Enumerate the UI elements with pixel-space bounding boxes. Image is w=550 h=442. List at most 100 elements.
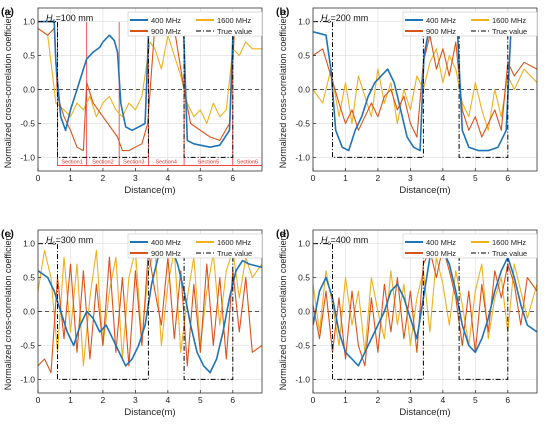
true-value-line <box>38 243 262 380</box>
y-tick-label: 0.5 <box>298 51 310 61</box>
annotation-subscript: c <box>53 241 56 247</box>
y-tick-label: 1.0 <box>23 17 35 27</box>
legend-box <box>402 11 538 37</box>
panel-b: 0 1 2 3 4 5 6 -1.0 -0.5 0.0 0.5 1.0 Distance(m) Norma… <box>276 6 538 196</box>
x-tick-label: 2 <box>101 395 106 405</box>
x-tick-label: 6 <box>505 173 510 183</box>
x-tick-label: 0 <box>311 173 316 183</box>
y-tick-label: 1.0 <box>298 239 310 249</box>
x-tick-label: 4 <box>440 173 445 183</box>
legend-label: True value <box>217 249 252 258</box>
legend-label: 400 MHz <box>151 238 181 247</box>
x-tick-label: 3 <box>408 395 413 405</box>
x-tick-label: 1 <box>68 173 73 183</box>
y-tick-label: 0.0 <box>23 307 35 317</box>
x-tick-label: 1 <box>343 173 348 183</box>
height-annotation: Hc=100 mm <box>46 13 93 25</box>
annotation-value: =300 mm <box>56 235 94 245</box>
legend-label: True value <box>492 27 527 36</box>
panel-letter: (a) <box>1 6 14 18</box>
x-tick-label: 4 <box>440 395 445 405</box>
x-tick-label: 5 <box>198 173 203 183</box>
section-label: Section4 <box>156 160 177 166</box>
x-tick-label: 1 <box>68 395 73 405</box>
y-tick-label: -0.5 <box>295 340 310 350</box>
x-axis-title: Distance(m) <box>399 407 450 418</box>
y-tick-label: -0.5 <box>20 118 35 128</box>
series-line-400-mhz <box>313 24 537 152</box>
x-tick-label: 2 <box>101 173 106 183</box>
x-axis-title: Distance(m) <box>124 407 175 418</box>
y-tick-label: -1.0 <box>20 374 35 384</box>
legend: 400 MHz 1600 MHz 900 MHz True value <box>127 233 263 259</box>
legend-label: 1600 MHz <box>492 238 526 247</box>
section-label: Section2 <box>92 160 113 166</box>
series-line-400-mhz <box>38 20 262 148</box>
legend-label: True value <box>217 27 252 36</box>
x-tick-label: 0 <box>36 173 41 183</box>
x-tick-label: 0 <box>36 395 41 405</box>
y-axis-title: Normalized cross-correlation coefficient <box>278 10 288 168</box>
legend-box <box>127 11 263 37</box>
legend: 400 MHz 1600 MHz 900 MHz True value <box>402 11 538 37</box>
x-tick-label: 1 <box>343 395 348 405</box>
height-annotation: Hc=200 mm <box>321 13 368 25</box>
x-tick-label: 4 <box>165 173 170 183</box>
x-tick-label: 2 <box>376 395 381 405</box>
panel-letter: (d) <box>276 228 289 240</box>
legend-label: 900 MHz <box>426 249 456 258</box>
annotation-value: =200 mm <box>331 13 369 23</box>
legend-label: 900 MHz <box>151 27 181 36</box>
legend: 400 MHz 1600 MHz 900 MHz True value <box>127 11 263 37</box>
panel-a: Section1 Section2 Section3 Section4 Section5… <box>1 6 263 196</box>
plot-series-group <box>313 21 537 158</box>
section-label: Section5 <box>198 160 219 166</box>
annotation-symbol: H <box>321 13 328 23</box>
legend-box <box>127 233 263 259</box>
y-axis-title: Normalized cross-correlation coefficient <box>3 232 13 390</box>
panel-d: 0 1 2 3 4 5 6 -1.0 -0.5 0.0 0.5 1.0 Distance(m) Norma… <box>276 228 538 418</box>
x-tick-label: 5 <box>198 395 203 405</box>
x-tick-label: 3 <box>133 173 138 183</box>
section-label: Section6 <box>237 160 258 166</box>
x-tick-label: 2 <box>376 173 381 183</box>
y-axis-title: Normalized cross-correlation coefficient <box>3 10 13 168</box>
annotation-symbol: H <box>321 235 328 245</box>
legend-box <box>402 233 538 259</box>
series-line-900-mhz <box>38 24 262 152</box>
y-tick-label: -0.5 <box>20 340 35 350</box>
y-tick-label: 0.5 <box>298 273 310 283</box>
legend-label: 900 MHz <box>426 27 456 36</box>
panel-letter: (b) <box>276 6 289 18</box>
annotation-value: =100 mm <box>56 13 94 23</box>
annotation-subscript: c <box>53 19 56 25</box>
y-axis-title: Normalized cross-correlation coefficient <box>278 232 288 390</box>
legend-label: 400 MHz <box>426 238 456 247</box>
panel-letter: (c) <box>1 228 14 240</box>
true-value-line <box>38 21 262 158</box>
section-label: Section3 <box>123 160 144 166</box>
y-tick-label: -1.0 <box>295 152 310 162</box>
series-line-1600-mhz <box>38 27 262 125</box>
y-tick-label: 0.5 <box>23 51 35 61</box>
x-axis-title: Distance(m) <box>124 185 175 196</box>
y-tick-label: -0.5 <box>295 118 310 128</box>
panel-c: 0 1 2 3 4 5 6 -1.0 -0.5 0.0 0.5 1.0 Distance(m) Norma… <box>1 228 263 418</box>
legend-label: 400 MHz <box>426 16 456 25</box>
legend-label: 400 MHz <box>151 16 181 25</box>
y-tick-label: 1.0 <box>23 239 35 249</box>
annotation-subscript: c <box>328 241 331 247</box>
annotation-value: =400 mm <box>331 235 369 245</box>
section-label: Section1 <box>61 160 82 166</box>
legend-label: 900 MHz <box>151 249 181 258</box>
true-value-line <box>313 243 537 380</box>
plot-series-group <box>38 243 262 380</box>
x-tick-label: 6 <box>230 395 235 405</box>
height-annotation: Hc=400 mm <box>321 235 368 247</box>
x-tick-label: 5 <box>473 173 478 183</box>
x-tick-label: 4 <box>165 395 170 405</box>
y-tick-label: -1.0 <box>295 374 310 384</box>
x-tick-label: 3 <box>133 395 138 405</box>
x-tick-label: 0 <box>311 395 316 405</box>
